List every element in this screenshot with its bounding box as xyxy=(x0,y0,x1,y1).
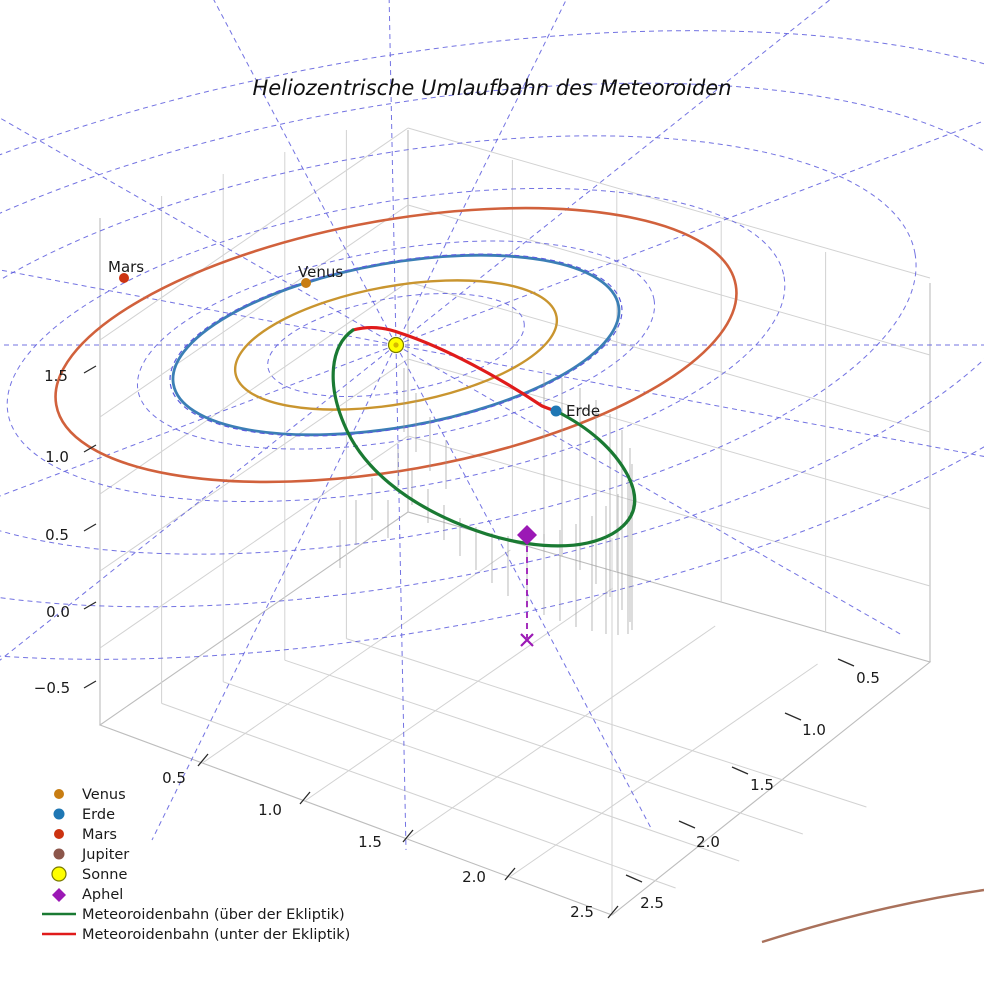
venus-marker xyxy=(301,278,311,288)
legend-item-jupiter[interactable]: Jupiter xyxy=(53,847,130,863)
y-tick: 1.5 xyxy=(750,776,774,794)
x-axis-tick-labels: 0.5 1.0 1.5 2.0 2.5 xyxy=(162,769,594,921)
legend-label: Mars xyxy=(82,827,117,843)
z-tick: 0.5 xyxy=(45,526,69,544)
sun-dot-icon xyxy=(51,866,67,882)
mars-orbit xyxy=(54,206,738,484)
y-axis-tick-labels: 0.5 1.0 1.5 2.0 2.5 xyxy=(640,669,880,912)
legend-item-sonne[interactable]: Sonne xyxy=(51,866,127,883)
venus-label: Venus xyxy=(298,263,343,281)
bottom-pane-grid xyxy=(98,511,932,916)
aphel-diamond-icon xyxy=(52,888,66,902)
legend-label: Aphel xyxy=(82,887,123,903)
meteoroid-orbit-below-ecliptic xyxy=(351,326,558,413)
legend-item-meteoroid-above[interactable]: Meteoroidenbahn (über der Ekliptik) xyxy=(42,907,345,923)
polar-reference-grid xyxy=(0,0,984,851)
x-tick: 2.5 xyxy=(570,903,594,921)
earth-dot-icon xyxy=(53,808,65,820)
legend-label: Meteoroidenbahn (über der Ekliptik) xyxy=(82,907,345,923)
mars-marker xyxy=(119,273,129,283)
y-tick: 0.5 xyxy=(856,669,880,687)
legend-label: Erde xyxy=(82,807,115,823)
legend-item-erde[interactable]: Erde xyxy=(53,807,116,823)
venus-dot-icon xyxy=(54,789,64,799)
body-annotation-labels: Mars Venus Erde xyxy=(108,258,600,420)
pane-grid xyxy=(98,127,932,916)
sun-marker xyxy=(387,336,405,354)
x-tick: 1.5 xyxy=(358,833,382,851)
legend-label: Meteoroidenbahn (unter der Ekliptik) xyxy=(82,927,350,943)
legend-item-mars[interactable]: Mars xyxy=(54,827,117,843)
back-pane-grid xyxy=(99,127,931,915)
z-axis-tick-labels: 1.5 1.0 0.5 0.0 −0.5 xyxy=(34,367,70,697)
body-markers xyxy=(119,273,562,417)
legend: Venus Erde Mars Jupiter Sonne Aphel xyxy=(42,787,350,943)
legend-label: Venus xyxy=(82,787,126,803)
y-tick: 2.0 xyxy=(696,833,720,851)
x-tick: 1.0 xyxy=(258,801,282,819)
x-tick: 0.5 xyxy=(162,769,186,787)
x-tick: 2.0 xyxy=(462,868,486,886)
polar-radial-spokes xyxy=(0,0,984,851)
planetary-orbits xyxy=(54,206,984,944)
aphelion-diamond-icon xyxy=(517,525,537,545)
z-tick: −0.5 xyxy=(34,679,70,697)
z-tick: 1.0 xyxy=(45,448,69,466)
legend-item-meteoroid-below[interactable]: Meteoroidenbahn (unter der Ekliptik) xyxy=(42,927,350,943)
y-tick: 2.5 xyxy=(640,894,664,912)
meteoroid-orbit xyxy=(331,326,637,548)
jupiter-orbit xyxy=(761,888,984,944)
page-title: Heliozentrische Umlaufbahn des Meteoroid… xyxy=(252,76,731,100)
orbit-stem-lines xyxy=(339,368,633,635)
y-tick: 1.0 xyxy=(802,721,826,739)
legend-item-venus[interactable]: Venus xyxy=(54,787,126,803)
z-tick: 1.5 xyxy=(44,367,68,385)
legend-label: Jupiter xyxy=(81,847,129,863)
aphelion-projection-x-icon xyxy=(520,633,534,647)
mars-dot-icon xyxy=(54,829,64,839)
aphelion-group xyxy=(517,525,537,647)
earth-marker xyxy=(550,405,562,417)
legend-label: Sonne xyxy=(82,867,127,883)
meteoroid-orbit-above-ecliptic xyxy=(331,328,637,548)
mars-label: Mars xyxy=(108,258,144,276)
earth-orbit xyxy=(171,253,621,437)
legend-item-aphel[interactable]: Aphel xyxy=(52,887,123,903)
z-tick: 0.0 xyxy=(46,603,70,621)
jupiter-dot-icon xyxy=(53,848,65,860)
axis-ticks xyxy=(83,365,855,919)
earth-label: Erde xyxy=(566,402,600,420)
